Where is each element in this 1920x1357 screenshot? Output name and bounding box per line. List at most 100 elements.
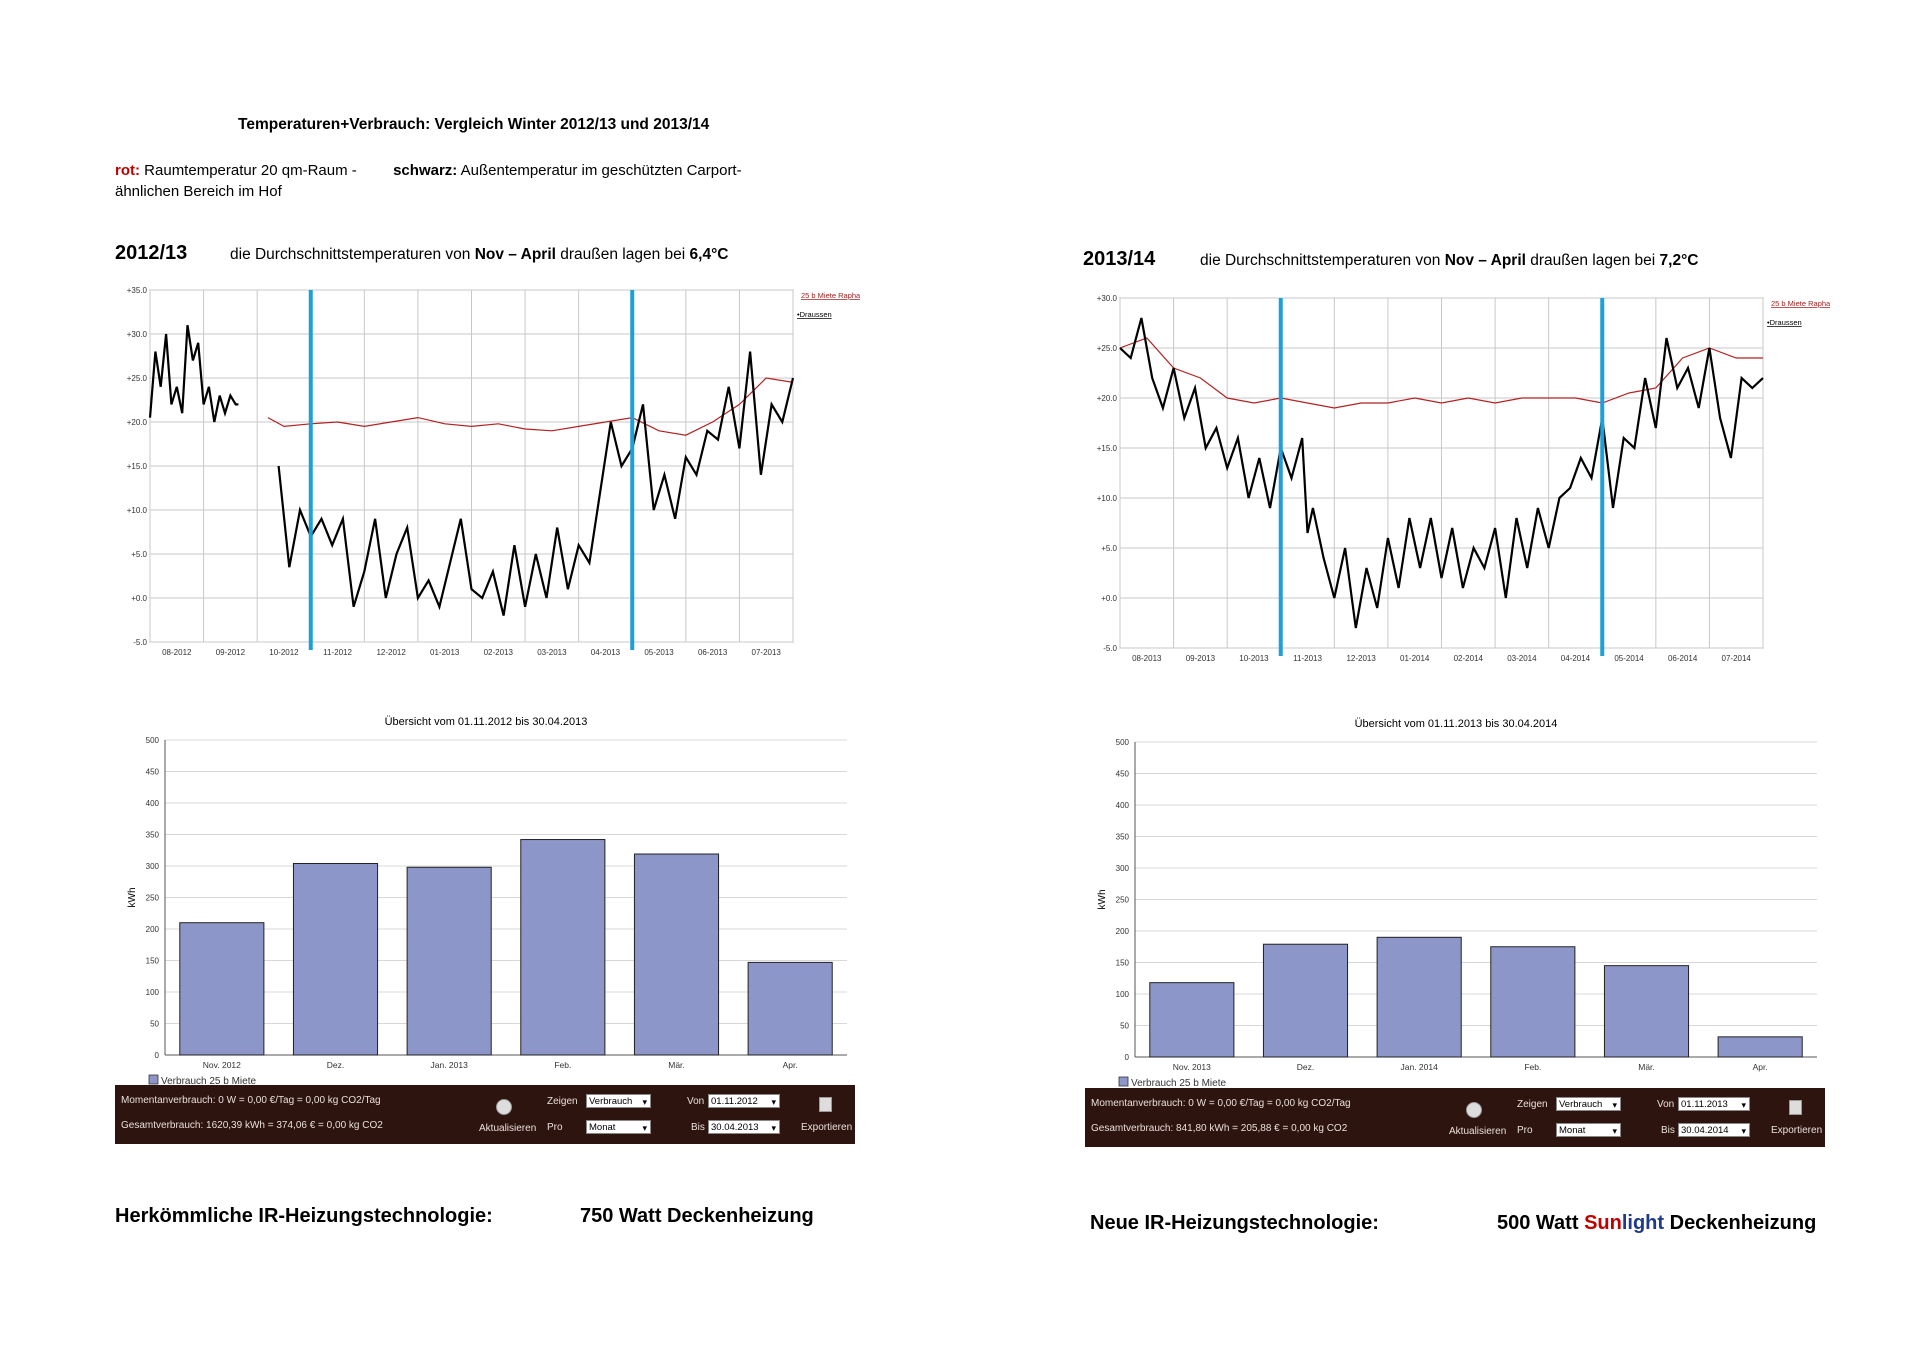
- legend-line2: ähnlichen Bereich im Hof: [115, 183, 282, 200]
- x-tick-label: 09-2012: [216, 648, 246, 657]
- consumption-chart-2013-14: Übersicht vom 01.11.2013 bis 30.04.2014 5…: [1097, 718, 1817, 1087]
- y-tick-label: +0.0: [1101, 594, 1117, 603]
- x-tick-label: 04-2014: [1561, 654, 1591, 663]
- y-tick-label: +30.0: [127, 330, 148, 339]
- right-sentence-b: Nov – April: [1444, 252, 1526, 269]
- right-per-label: Pro: [1517, 1125, 1533, 1136]
- left-season-label: 2012/13: [115, 242, 188, 264]
- legend-swatch: [1118, 1076, 1129, 1087]
- y-tick-label: 150: [1116, 959, 1130, 968]
- legend-item-inside: 25 b Miete Raphael: [801, 291, 860, 300]
- bar: [1149, 982, 1235, 1058]
- y-tick-label: 300: [1116, 864, 1130, 873]
- right-export-button[interactable]: Exportieren: [1771, 1125, 1823, 1136]
- bar: [747, 961, 833, 1056]
- y-tick-label: +20.0: [127, 418, 148, 427]
- export-icon[interactable]: [1789, 1100, 1802, 1115]
- x-tick-label: Feb.: [1524, 1062, 1541, 1072]
- left-refresh-button[interactable]: Aktualisieren: [479, 1123, 537, 1134]
- left-to-label: Bis: [691, 1122, 705, 1133]
- y-tick-label: 250: [1116, 896, 1130, 905]
- right-tech-value-a: 500 Watt: [1497, 1212, 1585, 1234]
- legend-red-key: rot:: [115, 162, 140, 179]
- left-sentence-d: 6,4°C: [689, 246, 729, 263]
- refresh-icon[interactable]: [496, 1099, 512, 1115]
- right-to-date[interactable]: 30.04.2014: [1678, 1123, 1750, 1138]
- y-tick-label: 400: [1116, 801, 1130, 810]
- x-tick-label: 02-2014: [1454, 654, 1484, 663]
- left-from-date[interactable]: 01.11.2012: [708, 1094, 780, 1109]
- y-tick-label: 450: [146, 768, 160, 777]
- right-per-select[interactable]: Monat: [1556, 1123, 1621, 1138]
- legend-red-text: Raumtemperatur 20 qm-Raum -: [144, 162, 357, 179]
- y-tick-label: +15.0: [127, 462, 148, 471]
- x-tick-label: 02-2013: [484, 648, 514, 657]
- right-tech-value: 500 Watt Sunlight Deckenheizung: [1497, 1212, 1816, 1235]
- left-show-select[interactable]: Verbrauch: [586, 1094, 651, 1109]
- bar: [1262, 943, 1349, 1058]
- x-tick-label: 11-2013: [1293, 654, 1322, 663]
- x-tick-label: Mär.: [1638, 1062, 1655, 1072]
- right-moment-consumption: Momentanverbrauch: 0 W = 0,00 €/Tag = 0,…: [1091, 1098, 1351, 1109]
- y-tick-label: 350: [146, 831, 160, 840]
- x-tick-label: Feb.: [554, 1060, 571, 1070]
- y-tick-label: 500: [1116, 738, 1130, 747]
- y-tick-label: +35.0: [127, 286, 148, 295]
- bar: [633, 853, 720, 1056]
- x-tick-label: 07-2014: [1722, 654, 1752, 663]
- left-average-sentence: die Durchschnittstemperaturen von Nov – …: [230, 246, 728, 264]
- x-tick-label: 05-2014: [1614, 654, 1644, 663]
- left-sentence-a: die Durchschnittstemperaturen von: [230, 246, 475, 263]
- series-line-inside: [1119, 337, 1763, 409]
- legend-description: rot: Raumtemperatur 20 qm-Raum - schwarz…: [115, 160, 742, 181]
- legend-black-key: schwarz:: [393, 162, 458, 179]
- right-refresh-button[interactable]: Aktualisieren: [1449, 1126, 1507, 1137]
- y-tick-label: +25.0: [1097, 344, 1118, 353]
- y-tick-label: +0.0: [131, 594, 147, 603]
- x-tick-label: Jan. 2013: [430, 1060, 468, 1070]
- legend-item-outside: •Draussen: [797, 310, 832, 319]
- y-tick-label: 100: [1116, 990, 1130, 999]
- right-tech-value-b: Deckenheizung: [1664, 1212, 1817, 1234]
- x-tick-label: 01-2014: [1400, 654, 1430, 663]
- right-control-panel: Momentanverbrauch: 0 W = 0,00 €/Tag = 0,…: [1085, 1088, 1825, 1147]
- export-icon[interactable]: [819, 1097, 832, 1112]
- left-show-label: Zeigen: [547, 1096, 578, 1107]
- consumption-chart-2012-13: Übersicht vom 01.11.2012 bis 30.04.2013 5…: [127, 716, 847, 1085]
- left-per-select[interactable]: Monat: [586, 1120, 651, 1135]
- y-tick-label: 150: [146, 957, 160, 966]
- y-tick-label: 250: [146, 894, 160, 903]
- y-tick-label: +20.0: [1097, 394, 1118, 403]
- right-show-label: Zeigen: [1517, 1099, 1548, 1110]
- refresh-icon[interactable]: [1466, 1102, 1482, 1118]
- x-tick-label: Nov. 2012: [203, 1060, 241, 1070]
- y-tick-label: +5.0: [131, 550, 147, 559]
- y-tick-label: 300: [146, 862, 160, 871]
- bar: [520, 839, 606, 1056]
- temperature-chart-2013-14: +30.0 +25.0 +20.0 +15.0 +10.0 +5.0 +0.0 -5.0 08-…: [1097, 294, 1830, 663]
- x-tick-label: Nov. 2013: [1173, 1062, 1211, 1072]
- x-tick-label: 10-2012: [269, 648, 299, 657]
- x-tick-label: 03-2013: [537, 648, 567, 657]
- x-tick-label: Dez.: [327, 1060, 344, 1070]
- right-from-date[interactable]: 01.11.2013: [1678, 1097, 1750, 1112]
- right-tech-value-light: light: [1621, 1212, 1665, 1234]
- y-tick-label: 100: [146, 988, 160, 997]
- right-show-select[interactable]: Verbrauch: [1556, 1097, 1621, 1112]
- y-tick-label: 200: [1116, 927, 1130, 936]
- right-tech-value-sun: Sun: [1584, 1212, 1622, 1234]
- left-sentence-c: draußen lagen bei: [555, 246, 690, 263]
- x-tick-label: 11-2012: [323, 648, 352, 657]
- legend-black-text: Außentemperatur im geschützten Carport-: [460, 162, 742, 179]
- left-to-date[interactable]: 30.04.2013: [708, 1120, 780, 1135]
- left-total-consumption: Gesamtverbrauch: 1620,39 kWh = 374,06 € …: [121, 1120, 383, 1131]
- y-tick-label: +5.0: [1101, 544, 1117, 553]
- legend-swatch: [148, 1074, 159, 1085]
- bar: [1376, 936, 1462, 1058]
- bar: [1490, 946, 1576, 1058]
- x-tick-label: 06-2013: [698, 648, 728, 657]
- y-tick-label: 500: [146, 736, 160, 745]
- left-sentence-b: Nov – April: [474, 246, 556, 263]
- series-line-outside: [148, 325, 239, 423]
- left-export-button[interactable]: Exportieren: [801, 1122, 853, 1133]
